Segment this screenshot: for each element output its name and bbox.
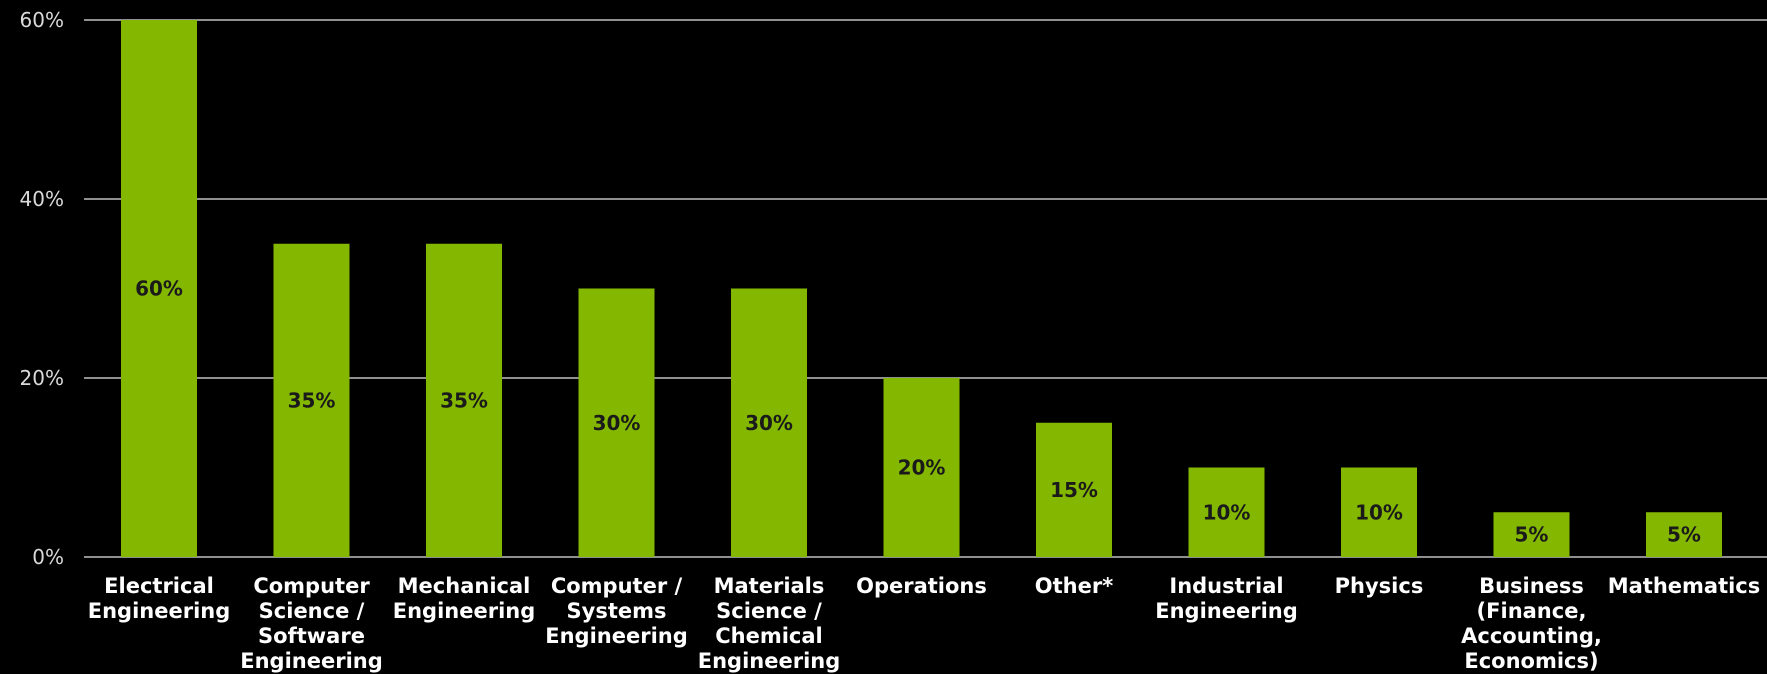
category-label-line: Materials xyxy=(714,574,825,598)
data-label: 30% xyxy=(745,411,793,435)
bar xyxy=(1646,512,1722,557)
category-label: Computer Science / Software Engineering xyxy=(240,574,383,673)
category-label-line: Business xyxy=(1479,574,1584,598)
category-label-line: Software xyxy=(258,624,365,648)
category-label-line: Computer xyxy=(253,574,370,598)
category-label: Physics xyxy=(1335,574,1424,598)
data-label: 15% xyxy=(1050,478,1098,502)
bar xyxy=(883,378,960,557)
category-label-line: Mathematics xyxy=(1608,574,1761,598)
bar xyxy=(426,243,502,557)
data-label: 30% xyxy=(593,411,641,435)
bar xyxy=(121,20,197,557)
category-label-line: (Finance, xyxy=(1477,599,1587,623)
bar xyxy=(1341,467,1417,557)
category-label: Mechanical Engineering xyxy=(393,574,536,623)
category-label: Mathematics xyxy=(1608,574,1761,598)
y-tick-label: 0% xyxy=(32,545,64,569)
data-label: 5% xyxy=(1515,523,1549,547)
category-label-line: Accounting, xyxy=(1461,624,1602,648)
data-label: 10% xyxy=(1203,500,1251,524)
category-label: Materials Science / Chemical Engineering xyxy=(698,574,841,673)
category-label: Other* xyxy=(1035,574,1113,598)
bar xyxy=(578,288,655,557)
category-label-line: Operations xyxy=(856,574,987,598)
category-label-line: Engineering xyxy=(1155,599,1298,623)
category-label-line: Engineering xyxy=(88,599,231,623)
y-axis-tick-labels: 0% 20% 40% 60% xyxy=(20,8,64,569)
bar xyxy=(1493,512,1570,557)
data-label: 10% xyxy=(1355,500,1403,524)
bar xyxy=(731,288,807,557)
category-label-line: Systems xyxy=(567,599,667,623)
category-label: Operations xyxy=(856,574,987,598)
category-label: Business (Finance, Accounting, Economics) xyxy=(1461,574,1602,673)
bars xyxy=(121,20,1722,557)
category-label-line: Physics xyxy=(1335,574,1424,598)
category-label-line: Electrical xyxy=(104,574,214,598)
category-label-line: Mechanical xyxy=(398,574,531,598)
category-label: Electrical Engineering xyxy=(88,574,231,623)
y-tick-label: 40% xyxy=(20,187,64,211)
data-label: 5% xyxy=(1667,523,1701,547)
category-label-line: Engineering xyxy=(545,624,688,648)
category-label: Industrial Engineering xyxy=(1155,574,1298,623)
data-label: 60% xyxy=(135,277,183,301)
data-label: 35% xyxy=(288,388,336,412)
category-label-line: Engineering xyxy=(698,649,841,673)
category-label-line: Engineering xyxy=(240,649,383,673)
data-label: 20% xyxy=(898,456,946,480)
bar xyxy=(1036,422,1112,557)
category-label-line: Other* xyxy=(1035,574,1113,598)
category-label-line: Engineering xyxy=(393,599,536,623)
y-tick-label: 20% xyxy=(20,366,64,390)
bar xyxy=(1188,467,1265,557)
category-label-line: Economics) xyxy=(1464,649,1598,673)
data-label: 35% xyxy=(440,388,488,412)
category-label-line: Science / xyxy=(259,599,365,623)
category-label: Computer / Systems Engineering xyxy=(545,574,688,648)
bar xyxy=(273,243,350,557)
category-label-line: Chemical xyxy=(715,624,823,648)
category-label-line: Computer / xyxy=(551,574,683,598)
category-label-line: Industrial xyxy=(1169,574,1283,598)
category-label-line: Science / xyxy=(716,599,822,623)
y-tick-label: 60% xyxy=(20,8,64,32)
data-labels: 60% 35% 35% 30% 30% 20% 15% 10% 10% 5% 5% xyxy=(135,277,1701,547)
